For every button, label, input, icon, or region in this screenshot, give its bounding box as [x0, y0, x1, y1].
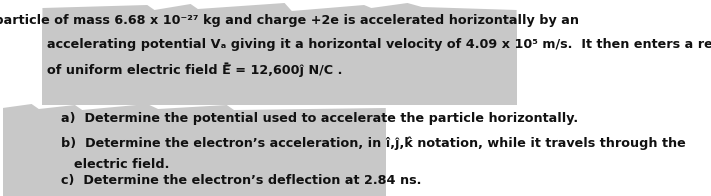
Polygon shape	[3, 104, 386, 196]
Text: c)  Determine the electron’s deflection at 2.84 ns.: c) Determine the electron’s deflection a…	[60, 174, 421, 187]
Polygon shape	[43, 3, 517, 105]
Text: of uniform electric field Ē̅ = 12,600ĵ N/C .: of uniform electric field Ē̅ = 12,600ĵ N…	[48, 62, 343, 77]
Bar	[3, 116, 386, 196]
Text: accelerating potential Vₐ giving it a horizontal velocity of 4.09 x 10⁵ m/s.  It: accelerating potential Vₐ giving it a ho…	[48, 38, 711, 51]
Bar	[43, 18, 517, 105]
Polygon shape	[277, 175, 386, 196]
Text: a)  Determine the potential used to accelerate the particle horizontally.: a) Determine the potential used to accel…	[60, 112, 577, 125]
Text: b)  Determine the electron’s acceleration, in î,ĵ,k̂ notation, while it travels : b) Determine the electron’s acceleration…	[60, 136, 685, 150]
Text: A particle of mass 6.68 x 10⁻²⁷ kg and charge +2e is accelerated horizontally by: A particle of mass 6.68 x 10⁻²⁷ kg and c…	[0, 14, 579, 27]
Text: electric field.: electric field.	[73, 158, 169, 171]
